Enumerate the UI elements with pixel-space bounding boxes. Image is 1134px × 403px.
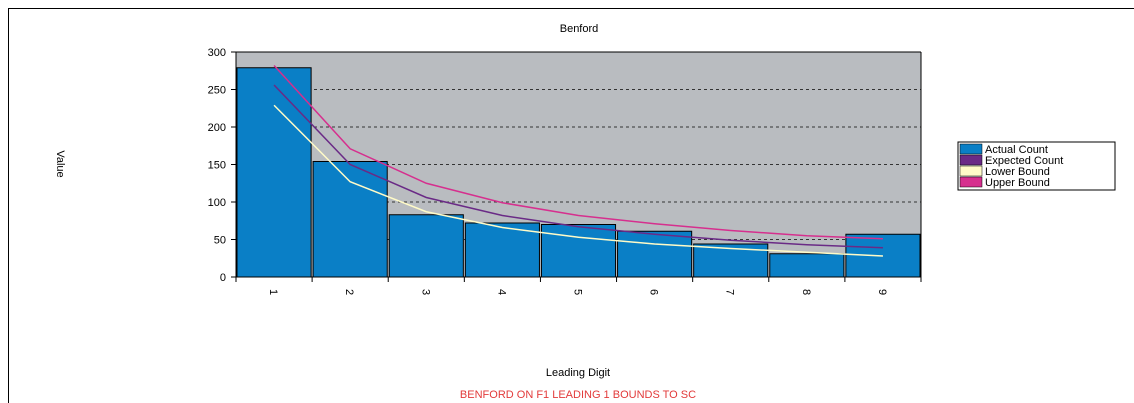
y-tick-label: 0	[220, 272, 226, 284]
bar-6	[617, 230, 693, 278]
y-tick-label: 250	[208, 85, 226, 97]
series-lines	[273, 64, 883, 257]
y-tick-label: 300	[208, 47, 226, 59]
y-tick-label: 100	[208, 197, 226, 209]
legend-swatch-actual-count	[959, 143, 983, 155]
x-tick-label: 8	[800, 289, 812, 295]
y-tick-label: 200	[208, 122, 226, 134]
y-tick-labels: 0 50 100 150 200 250 300	[208, 47, 236, 284]
legend-label-actual-count: Actual Count	[985, 144, 1048, 156]
bars	[236, 67, 921, 278]
x-tick-label: 9	[876, 289, 888, 295]
bar-5	[540, 224, 617, 278]
bar-8	[769, 253, 845, 278]
x-tick-labels: 1 2 3 4 5 6 7 8 9	[235, 277, 922, 295]
chart-title: Benford	[560, 23, 599, 35]
legend-swatch-expected-count	[959, 154, 983, 166]
x-tick-label: 1	[267, 289, 279, 295]
x-tick-label: 3	[419, 289, 431, 295]
x-tick-label: 4	[495, 289, 507, 295]
x-tick-label: 5	[572, 289, 584, 295]
bar-4	[464, 222, 540, 278]
expected-count-line	[273, 84, 883, 249]
lower-bound-line	[273, 104, 883, 257]
legend-label-upper-bound: Upper Bound	[985, 177, 1050, 189]
legend-label-expected-count: Expected Count	[985, 155, 1063, 167]
chart-frame	[8, 8, 1134, 403]
upper-bound-line	[273, 64, 883, 240]
x-tick-label: 6	[648, 289, 660, 295]
x-axis-title: Leading Digit	[546, 367, 610, 379]
bar-1	[236, 67, 312, 278]
y-tick-label: 150	[208, 160, 226, 172]
chart-footnote: BENFORD ON F1 LEADING 1 BOUNDS TO SC	[460, 389, 696, 401]
legend-box	[957, 141, 1116, 191]
y-tick-label: 50	[214, 235, 226, 247]
legend-swatch-upper-bound	[959, 176, 983, 188]
bar-2	[312, 161, 388, 278]
legend-label-lower-bound: Lower Bound	[985, 166, 1050, 178]
bar-3	[388, 214, 464, 278]
x-tick-label: 2	[343, 289, 355, 295]
legend-swatch-lower-bound	[959, 165, 983, 177]
y-axis-title: Value	[54, 150, 66, 177]
x-tick-label: 7	[724, 289, 736, 295]
